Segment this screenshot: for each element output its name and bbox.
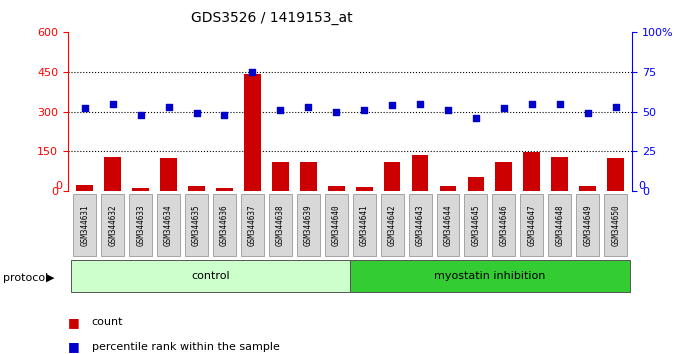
Bar xyxy=(160,158,177,191)
Text: 0: 0 xyxy=(55,181,63,191)
Point xyxy=(135,112,146,118)
Bar xyxy=(188,186,205,191)
Text: ■: ■ xyxy=(68,316,80,329)
FancyBboxPatch shape xyxy=(157,194,180,256)
Text: GSM344641: GSM344641 xyxy=(360,204,369,246)
Point xyxy=(80,105,90,111)
Text: GSM344642: GSM344642 xyxy=(388,204,396,246)
Point xyxy=(554,101,565,107)
Text: GSM344637: GSM344637 xyxy=(248,204,257,246)
Point xyxy=(275,107,286,113)
Bar xyxy=(579,186,596,191)
FancyBboxPatch shape xyxy=(269,194,292,256)
Text: GSM344647: GSM344647 xyxy=(527,204,537,246)
Point xyxy=(330,109,341,114)
Bar xyxy=(244,74,261,191)
Text: GDS3526 / 1419153_at: GDS3526 / 1419153_at xyxy=(191,11,353,25)
Bar xyxy=(300,162,317,191)
FancyBboxPatch shape xyxy=(241,194,264,256)
FancyBboxPatch shape xyxy=(129,194,152,256)
FancyBboxPatch shape xyxy=(73,194,97,256)
FancyBboxPatch shape xyxy=(325,194,347,256)
FancyBboxPatch shape xyxy=(409,194,432,256)
Bar xyxy=(411,155,428,191)
Text: GSM344638: GSM344638 xyxy=(276,204,285,246)
FancyBboxPatch shape xyxy=(576,194,599,256)
Bar xyxy=(328,186,345,191)
Point xyxy=(107,101,118,107)
FancyBboxPatch shape xyxy=(350,260,630,292)
FancyBboxPatch shape xyxy=(520,194,543,256)
Point xyxy=(471,115,481,121)
Text: GSM344645: GSM344645 xyxy=(471,204,481,246)
FancyBboxPatch shape xyxy=(71,260,350,292)
Bar xyxy=(133,188,149,191)
Point xyxy=(582,110,593,116)
Bar xyxy=(384,162,401,191)
Text: GSM344649: GSM344649 xyxy=(583,204,592,246)
Bar xyxy=(551,157,568,191)
Bar xyxy=(104,156,121,191)
Text: GSM344632: GSM344632 xyxy=(108,204,117,246)
FancyBboxPatch shape xyxy=(101,194,124,256)
Point xyxy=(191,110,202,116)
Point xyxy=(526,101,537,107)
Bar xyxy=(439,186,456,191)
Point xyxy=(247,69,258,75)
Text: ■: ■ xyxy=(68,341,80,353)
Text: GSM344650: GSM344650 xyxy=(611,204,620,246)
Text: GSM344635: GSM344635 xyxy=(192,204,201,246)
Text: ▶: ▶ xyxy=(46,273,54,283)
Point xyxy=(387,102,398,108)
Bar xyxy=(468,177,484,191)
Point xyxy=(415,101,426,107)
Text: GSM344640: GSM344640 xyxy=(332,204,341,246)
Text: 0: 0 xyxy=(638,181,645,191)
FancyBboxPatch shape xyxy=(437,194,460,256)
Point xyxy=(219,112,230,118)
Text: GSM344633: GSM344633 xyxy=(136,204,145,246)
Text: GSM344634: GSM344634 xyxy=(164,204,173,246)
Bar xyxy=(524,152,540,191)
Point xyxy=(359,107,370,113)
Text: GSM344644: GSM344644 xyxy=(443,204,452,246)
Bar xyxy=(272,162,289,191)
Point xyxy=(443,107,454,113)
FancyBboxPatch shape xyxy=(213,194,236,256)
FancyBboxPatch shape xyxy=(297,194,320,256)
Point xyxy=(498,105,509,111)
FancyBboxPatch shape xyxy=(548,194,571,256)
FancyBboxPatch shape xyxy=(185,194,208,256)
Bar xyxy=(607,158,624,191)
Text: GSM344639: GSM344639 xyxy=(304,204,313,246)
Text: GSM344636: GSM344636 xyxy=(220,204,229,246)
Text: GSM344631: GSM344631 xyxy=(80,204,89,246)
Text: GSM344648: GSM344648 xyxy=(556,204,564,246)
FancyBboxPatch shape xyxy=(604,194,627,256)
FancyBboxPatch shape xyxy=(353,194,375,256)
Point xyxy=(303,104,313,110)
Bar xyxy=(356,187,373,191)
Text: count: count xyxy=(92,317,123,327)
Text: protocol: protocol xyxy=(3,273,49,283)
Bar xyxy=(216,188,233,191)
Point xyxy=(163,104,174,110)
Point xyxy=(610,104,621,110)
Text: GSM344646: GSM344646 xyxy=(499,204,509,246)
FancyBboxPatch shape xyxy=(381,194,403,256)
Bar xyxy=(76,185,93,191)
FancyBboxPatch shape xyxy=(492,194,515,256)
Text: GSM344643: GSM344643 xyxy=(415,204,424,246)
Text: control: control xyxy=(191,271,230,281)
Text: myostatin inhibition: myostatin inhibition xyxy=(435,271,545,281)
FancyBboxPatch shape xyxy=(464,194,488,256)
Bar xyxy=(496,162,512,191)
Text: percentile rank within the sample: percentile rank within the sample xyxy=(92,342,279,352)
